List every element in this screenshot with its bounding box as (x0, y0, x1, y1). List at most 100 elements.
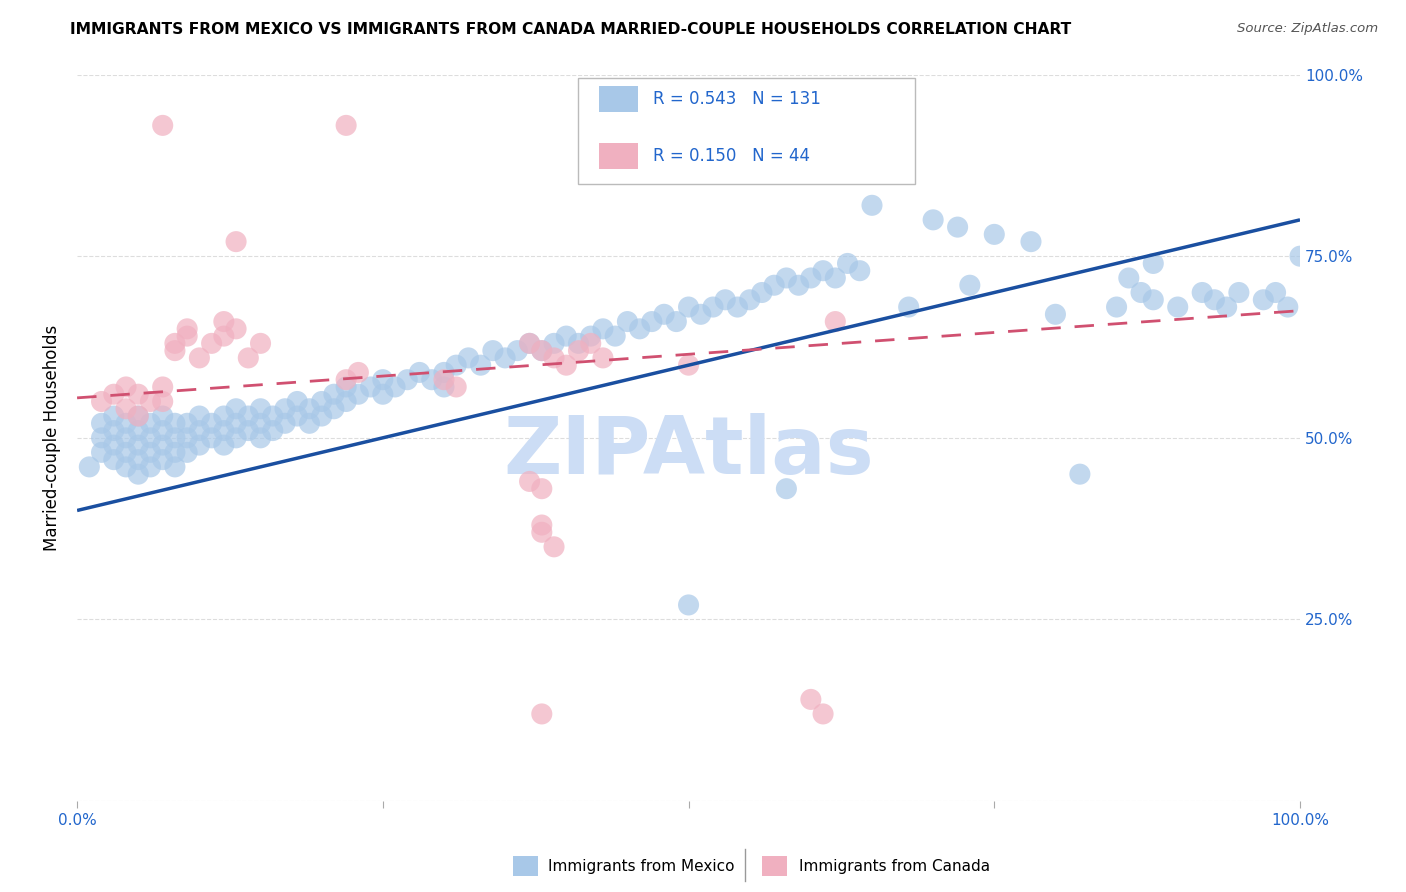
Point (555, 329, 578, 343)
Point (702, 300, 724, 314)
Point (605, 329, 627, 343)
Point (848, 263, 870, 277)
Point (225, 431, 247, 445)
Point (811, 263, 834, 277)
Point (238, 351, 260, 365)
Point (727, 300, 749, 314)
Point (592, 322, 614, 336)
Point (311, 409, 333, 423)
Point (188, 409, 211, 423)
Point (152, 119, 174, 133)
Point (530, 706, 553, 721)
Point (519, 475, 541, 489)
Point (188, 424, 211, 438)
Point (1045, 307, 1067, 321)
Point (335, 119, 357, 133)
Point (1215, 300, 1237, 314)
Point (1142, 256, 1164, 270)
Point (285, 394, 308, 409)
Point (530, 482, 553, 496)
Point (530, 518, 553, 533)
Point (444, 380, 467, 394)
Point (1130, 285, 1153, 300)
Point (212, 424, 235, 438)
Point (90, 394, 112, 409)
Point (152, 452, 174, 467)
Point (837, 256, 859, 270)
Point (322, 387, 344, 401)
Point (298, 417, 321, 431)
Point (860, 198, 883, 212)
Point (775, 271, 797, 285)
Point (115, 445, 138, 459)
Point (408, 366, 430, 380)
Point (163, 336, 186, 351)
Point (103, 424, 125, 438)
Point (457, 351, 479, 365)
Text: Source: ZipAtlas.com: Source: ZipAtlas.com (1237, 22, 1378, 36)
Text: Immigrants from Mexico: Immigrants from Mexico (548, 859, 735, 873)
Point (567, 343, 589, 358)
Point (139, 445, 162, 459)
Point (163, 459, 186, 474)
Point (433, 373, 456, 387)
Text: IMMIGRANTS FROM MEXICO VS IMMIGRANTS FROM CANADA MARRIED-COUPLE HOUSEHOLDS CORRE: IMMIGRANTS FROM MEXICO VS IMMIGRANTS FRO… (70, 22, 1071, 37)
Point (212, 315, 235, 329)
Point (530, 343, 553, 358)
Point (530, 343, 553, 358)
Point (641, 315, 664, 329)
Point (689, 307, 711, 321)
Point (555, 358, 578, 372)
Point (384, 380, 406, 394)
Point (1118, 271, 1140, 285)
Point (543, 540, 565, 554)
Point (176, 329, 198, 343)
Point (139, 459, 162, 474)
FancyBboxPatch shape (578, 78, 915, 184)
Point (1167, 300, 1189, 314)
Point (274, 401, 297, 416)
Bar (599, 143, 638, 169)
Point (238, 409, 260, 423)
Point (1289, 249, 1312, 263)
Point (103, 438, 125, 452)
Point (519, 336, 541, 351)
Point (1204, 293, 1226, 307)
Point (115, 401, 138, 416)
Point (335, 380, 357, 394)
Point (152, 424, 174, 438)
Point (800, 271, 823, 285)
Point (567, 336, 589, 351)
Point (959, 278, 981, 293)
Point (543, 336, 565, 351)
Point (787, 278, 810, 293)
Point (946, 220, 969, 235)
Point (238, 424, 260, 438)
Point (127, 452, 149, 467)
Text: Immigrants from Canada: Immigrants from Canada (799, 859, 990, 873)
Text: R = 0.150   N = 44: R = 0.150 N = 44 (654, 147, 810, 165)
Point (176, 445, 198, 459)
Point (519, 336, 541, 351)
Point (652, 307, 675, 321)
Point (225, 235, 247, 249)
Point (115, 459, 138, 474)
Point (163, 431, 186, 445)
Point (176, 322, 198, 336)
Point (127, 387, 149, 401)
Point (592, 351, 614, 365)
Point (139, 394, 162, 409)
Point (811, 706, 834, 721)
Point (201, 417, 224, 431)
Point (1191, 285, 1213, 300)
Point (274, 417, 297, 431)
Point (444, 358, 467, 372)
Point (420, 373, 443, 387)
Point (616, 315, 638, 329)
Point (433, 366, 456, 380)
Point (201, 431, 224, 445)
Point (311, 394, 333, 409)
Point (103, 409, 125, 423)
Point (212, 438, 235, 452)
Point (139, 417, 162, 431)
